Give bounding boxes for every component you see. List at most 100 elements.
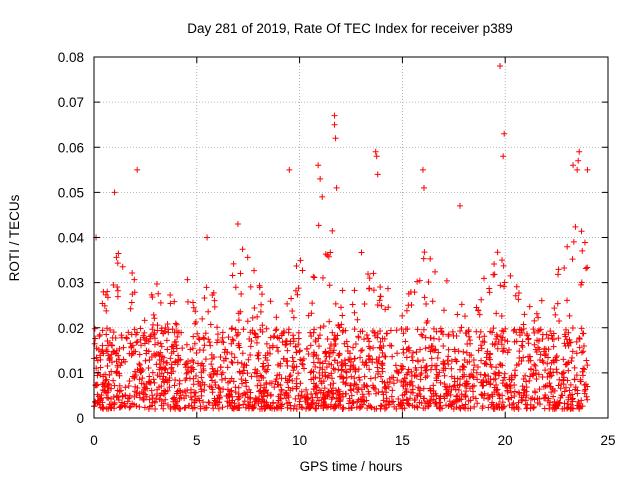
data-point [518,326,525,333]
data-point [507,385,514,392]
data-point [501,279,508,286]
data-point [244,370,251,377]
data-point [185,402,192,409]
data-point [458,391,465,398]
data-point [125,329,132,336]
data-point [343,369,350,376]
data-point [569,324,576,331]
data-point [118,332,125,339]
data-point [126,395,133,402]
data-point [315,222,322,229]
y-tick-label: 0 [76,411,84,426]
data-point [487,381,494,388]
data-point [415,358,422,365]
data-point [444,392,451,399]
data-point [578,279,585,286]
x-tick-label: 15 [395,433,410,448]
data-point [151,315,158,322]
data-point [420,395,427,402]
data-point [467,373,474,380]
data-point [542,383,549,390]
data-point [282,389,289,396]
data-point [564,404,571,411]
data-point [332,300,339,307]
data-point [364,335,371,342]
data-point [523,384,530,391]
data-point [531,361,538,368]
data-point [217,389,224,396]
data-point [216,385,223,392]
data-point [412,396,419,403]
data-point [360,382,367,389]
data-point [576,335,583,342]
data-point [200,399,207,406]
data-point [495,338,502,345]
data-point [414,326,421,333]
data-point [157,340,164,347]
data-point [342,390,349,397]
data-point [136,403,143,410]
data-point [348,358,355,365]
data-point [224,364,231,371]
data-point [430,390,437,397]
data-point [515,399,522,406]
data-point [162,396,169,403]
data-point [547,369,554,376]
data-point [189,364,196,371]
data-point [284,362,291,369]
data-point [489,393,496,400]
data-point [259,322,266,329]
data-point [405,290,412,297]
data-point [483,361,490,368]
data-point [223,392,230,399]
data-point [308,333,315,340]
data-point [445,346,452,353]
data-point [154,372,161,379]
data-point [494,249,501,256]
data-point [530,326,537,333]
data-point [348,373,355,380]
data-point [518,358,525,365]
data-point [234,359,241,366]
data-point [134,338,141,345]
data-point [158,370,165,377]
data-point [218,376,225,383]
data-point [171,298,178,305]
data-point [319,366,326,373]
data-point [240,364,247,371]
data-point [349,301,356,308]
data-point [104,348,111,355]
data-point [491,261,498,268]
data-point [500,347,507,354]
data-point [378,403,385,410]
data-point [425,278,432,285]
data-point [377,345,384,352]
data-point [549,404,556,411]
data-point [531,396,538,403]
data-point [228,340,235,347]
data-point [314,394,321,401]
data-point [555,266,562,273]
data-point [377,283,384,290]
data-point [128,299,135,306]
data-point [290,335,297,342]
data-point [470,366,477,373]
data-point [305,403,312,410]
data-point [445,331,452,338]
data-point [230,260,237,267]
data-point [214,324,221,331]
data-point [485,404,492,411]
data-point [334,332,341,339]
data-point [229,336,236,343]
data-point [531,317,538,324]
data-point [320,323,327,330]
data-point [229,272,236,279]
data-point [257,387,264,394]
data-point [432,399,439,406]
data-point [111,382,118,389]
data-point [428,355,435,362]
data-point [495,369,502,376]
data-point [149,392,156,399]
x-tick-label: 0 [90,433,98,448]
data-point [137,369,144,376]
